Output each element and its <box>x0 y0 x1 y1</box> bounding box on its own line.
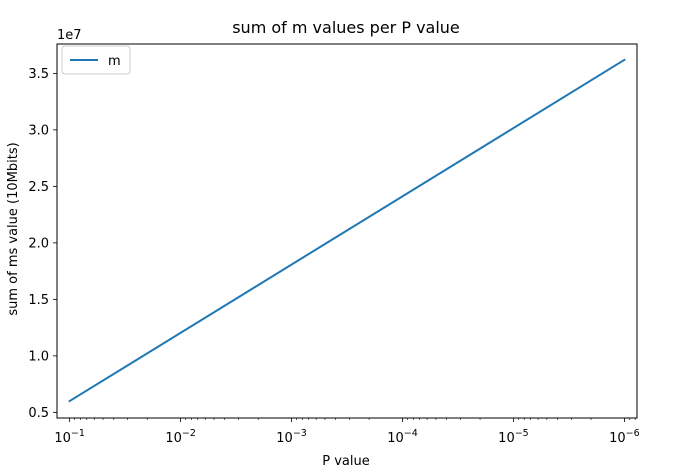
x-tick-label: 10−3 <box>276 428 307 446</box>
series-layer <box>68 58 626 403</box>
y-offset-label: 1e7 <box>57 28 82 43</box>
x-tick-label: 10−6 <box>609 428 640 446</box>
x-axis-label: P value <box>322 454 369 466</box>
y-tick-label: 0.5 <box>28 406 49 421</box>
y-tick-label: 3.0 <box>28 123 49 138</box>
y-axis-label: sum of ms value (10Mbits) <box>6 142 21 315</box>
y-tick-label: 1.0 <box>28 349 49 364</box>
plot-area-border <box>56 43 638 419</box>
y-ticks: 0.5 1.0 1.5 2.0 2.5 3.0 3.5 <box>28 67 57 421</box>
y-tick-label: 3.5 <box>28 67 49 82</box>
x-tick-label: 10−4 <box>387 428 418 446</box>
y-tick-label: 2.0 <box>28 236 49 251</box>
y-tick-label: 2.5 <box>28 180 49 195</box>
x-tick-label: 10−5 <box>498 428 529 446</box>
legend: m <box>61 45 131 75</box>
series-line-m <box>68 58 626 403</box>
x-tick-label: 10−2 <box>165 428 196 446</box>
chart-title: sum of m values per P value <box>232 18 460 37</box>
axes-frame <box>56 43 638 419</box>
x-minor-ticks <box>74 418 636 420</box>
legend-label-m: m <box>108 54 121 69</box>
y-tick-label: 1.5 <box>28 293 49 308</box>
x-major-ticks: 10−1 10−2 10−3 10−4 10−5 10−6 <box>54 418 640 446</box>
x-tick-label: 10−1 <box>54 428 85 446</box>
